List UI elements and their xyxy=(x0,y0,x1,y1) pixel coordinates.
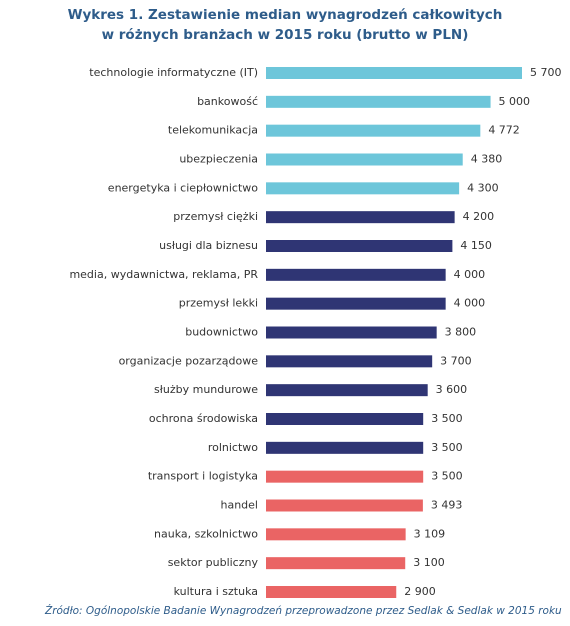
bar xyxy=(266,586,397,598)
value-label: 3 493 xyxy=(431,499,463,512)
category-label: kultura i sztuka xyxy=(174,585,258,598)
value-label: 4 000 xyxy=(454,297,486,310)
category-label: bankowość xyxy=(197,95,258,108)
bar xyxy=(266,499,423,512)
bar xyxy=(266,297,446,310)
bar xyxy=(266,124,481,137)
category-label: telekomunikacja xyxy=(168,124,258,137)
source-note: Źródło: Ogólnopolskie Badanie Wynagrodze… xyxy=(44,604,562,617)
bar xyxy=(266,95,491,108)
value-label: 4 300 xyxy=(467,181,499,194)
value-label: 3 109 xyxy=(414,527,446,540)
bar xyxy=(266,413,424,425)
category-label: przemysł lekki xyxy=(179,297,258,310)
category-label: ochrona środowiska xyxy=(149,412,258,425)
bar xyxy=(266,240,453,252)
bar xyxy=(266,67,522,79)
bar xyxy=(266,557,406,570)
bar xyxy=(266,441,424,454)
value-label: 4 772 xyxy=(488,124,520,137)
value-label: 4 150 xyxy=(460,239,492,252)
category-label: budownictwo xyxy=(185,326,258,339)
bar xyxy=(266,528,406,541)
value-label: 4 200 xyxy=(463,210,495,223)
category-label: handel xyxy=(221,499,259,512)
category-label: energetyka i ciepłownictwo xyxy=(108,181,258,194)
value-label: 3 100 xyxy=(413,556,445,569)
bar xyxy=(266,470,424,483)
bar xyxy=(266,355,433,368)
bar xyxy=(266,326,437,339)
bar xyxy=(266,182,460,195)
category-label: nauka, szkolnictwo xyxy=(154,527,258,540)
value-label: 5 700 xyxy=(530,66,562,79)
value-label: 3 800 xyxy=(445,326,477,339)
bar xyxy=(266,384,428,397)
value-label: 3 500 xyxy=(431,470,463,483)
value-label: 3 600 xyxy=(436,383,468,396)
value-label: 2 900 xyxy=(404,585,436,598)
bar xyxy=(266,211,455,224)
bar xyxy=(266,268,446,281)
value-label: 5 000 xyxy=(499,95,531,108)
bar xyxy=(266,153,463,166)
category-label: ubezpieczenia xyxy=(179,153,258,166)
category-label: organizacje pozarządowe xyxy=(119,354,259,367)
category-label: media, wydawnictwa, reklama, PR xyxy=(69,268,258,281)
value-label: 3 500 xyxy=(431,441,463,454)
category-label: przemysł ciężki xyxy=(173,210,258,223)
value-label: 4 000 xyxy=(454,268,486,281)
category-label: technologie informatyczne (IT) xyxy=(89,66,258,79)
value-label: 4 380 xyxy=(471,153,503,166)
category-label: transport i logistyka xyxy=(148,470,258,483)
category-label: służby mundurowe xyxy=(154,383,258,396)
category-label: rolnictwo xyxy=(208,441,258,454)
value-label: 3 700 xyxy=(440,354,472,367)
chart-title: Wykres 1. Zestawienie median wynagrodzeń… xyxy=(68,7,503,23)
chart-title: w różnych branżach w 2015 roku (brutto w… xyxy=(102,27,469,43)
category-label: usługi dla biznesu xyxy=(159,239,258,252)
category-label: sektor publiczny xyxy=(168,556,259,569)
value-label: 3 500 xyxy=(431,412,463,425)
